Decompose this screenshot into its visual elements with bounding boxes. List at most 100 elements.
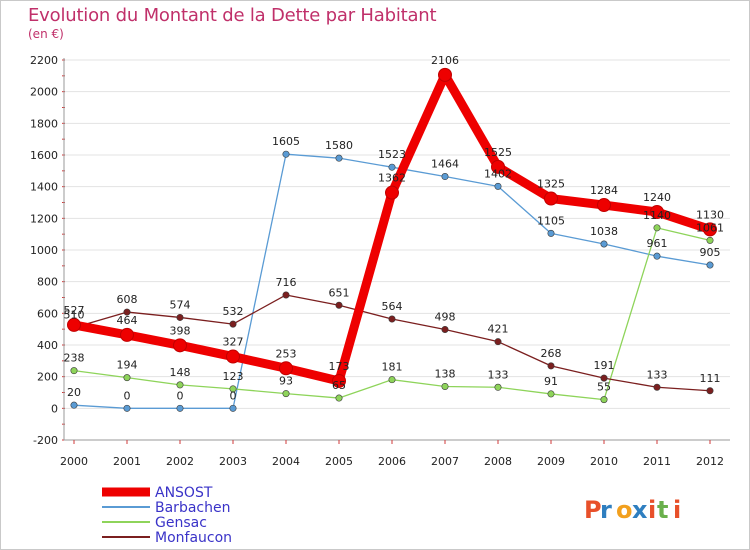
x-tick-label: 2003 [219,455,247,468]
data-point [335,301,343,309]
data-point [653,224,661,232]
y-tick-label: 2000 [30,86,58,99]
data-label: 1464 [431,158,459,171]
data-label: 20 [67,386,81,399]
chart-title: Evolution du Montant de la Dette par Hab… [28,5,437,26]
data-point [176,404,184,412]
data-point [494,338,502,346]
data-point [229,385,237,393]
x-tick-label: 2000 [60,455,88,468]
data-point [441,173,449,181]
data-label: 327 [223,336,244,349]
data-label: 574 [170,298,191,311]
data-label: 1325 [537,178,565,191]
data-label: 133 [647,368,668,381]
data-label: 961 [647,237,668,250]
logo-letter: t [657,496,668,524]
data-point [123,374,131,382]
data-label: 0 [177,389,184,402]
y-tick-label: 800 [37,276,58,289]
y-tick-label: 0 [51,402,58,415]
data-label: 1605 [272,135,300,148]
data-point [282,390,290,398]
data-point [279,361,293,376]
data-point [653,383,661,391]
data-label: 138 [435,367,456,380]
data-point [441,382,449,390]
y-tick-label: 1400 [30,181,58,194]
chart-subtitle: (en €) [28,27,64,41]
data-label: 532 [223,305,244,318]
x-axis: 2000 2001 2002 2003 2004 2005 2006 2007 2008 2009… [60,439,730,468]
data-label: 464 [117,314,138,327]
data-label: 1105 [537,214,565,227]
data-labels: 527 464 398 327 253 173 1362 2106 1525 1325 1284 12… [64,54,725,402]
data-label: 716 [276,276,297,289]
y-axis: -200 0 200 400 600 800 1000 1200 1400 1600 1800 200… [30,54,65,447]
data-label: 1240 [643,191,671,204]
data-label: 421 [488,323,509,336]
data-point [229,404,237,412]
data-point [282,150,290,158]
legend-label: Barbachen [155,500,230,516]
legend-label: Gensac [155,515,207,531]
data-label: 238 [64,352,85,365]
logo-letter: i [673,496,681,524]
x-tick-label: 2012 [696,455,724,468]
data-label: 2106 [431,54,459,67]
data-point [70,367,78,375]
data-label: 651 [329,286,350,299]
data-point [120,327,134,342]
data-label: 1038 [590,225,618,238]
x-tick-label: 2004 [272,455,300,468]
data-label: 1130 [696,208,724,221]
data-label: 181 [382,361,403,374]
x-tick-label: 2007 [431,455,459,468]
y-tick-label: 1000 [30,244,58,257]
logo-letter: r [600,496,612,524]
data-label: 173 [329,360,350,373]
data-label: 0 [124,389,131,402]
data-label: 194 [117,359,138,372]
y-tick-label: 1600 [30,149,58,162]
logo-letter: i [648,496,656,524]
data-label: 0 [230,389,237,402]
x-tick-label: 2001 [113,455,141,468]
data-point [388,376,396,384]
data-point [332,373,346,388]
y-tick-label: -200 [33,434,58,447]
data-point [494,383,502,391]
x-tick-label: 2010 [590,455,618,468]
data-point [123,404,131,412]
data-label: 1580 [325,139,353,152]
series-layer [67,67,717,412]
data-label: 1523 [378,148,406,161]
data-point [335,394,343,402]
y-tick-label: 600 [37,307,58,320]
y-tick-label: 400 [37,339,58,352]
data-point [653,252,661,260]
data-point [706,261,714,269]
data-label: 268 [541,347,562,360]
data-point [600,396,608,404]
y-tick-label: 200 [37,371,58,384]
data-label: 191 [594,359,615,372]
data-label: 1525 [484,146,512,159]
data-point [547,229,555,237]
data-point [335,154,343,162]
data-point [703,222,717,237]
data-point [600,374,608,382]
data-label: 398 [170,324,191,337]
data-label: 253 [276,347,297,360]
y-tick-label: 1800 [30,117,58,130]
data-point [388,163,396,171]
data-point [67,317,81,332]
data-point [282,291,290,299]
logo-letter: P [584,496,602,524]
data-label: 123 [223,370,244,383]
data-point [385,185,399,200]
data-point [600,240,608,248]
gridlines [64,59,730,441]
